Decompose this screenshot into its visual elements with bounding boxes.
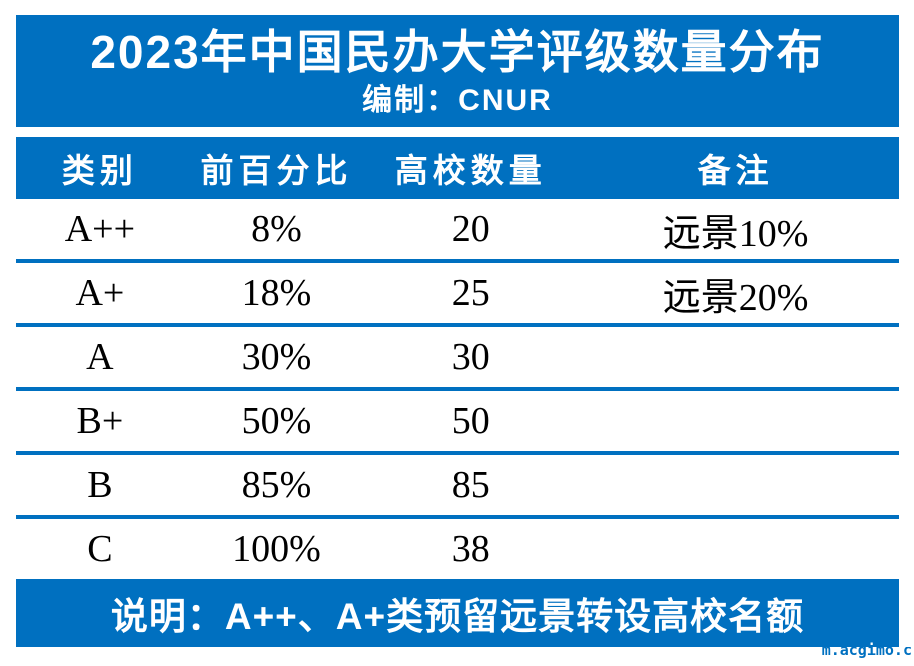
cell-category: B <box>16 453 184 519</box>
title-band: 2023年中国民办大学评级数量分布 编制：CNUR <box>16 15 899 127</box>
page-subtitle: 编制：CNUR <box>362 84 553 117</box>
cell-percentile: 8% <box>183 199 370 263</box>
cell-category: A <box>16 325 184 391</box>
table-header-row: 类别 前百分比 高校数量 备注 <box>16 137 899 199</box>
cell-percentile: 30% <box>183 325 370 391</box>
watermark-text-below-band: m.acgimo.c <box>821 641 912 659</box>
table-row: C 100% 38 <box>16 517 899 579</box>
table-row: A 30% 30 <box>16 325 899 391</box>
cell-percentile: 50% <box>183 389 370 455</box>
cell-remarks: 远景10% <box>572 199 899 263</box>
cell-remarks <box>572 325 899 391</box>
cell-count: 30 <box>369 325 573 391</box>
watermark-text-over-band: m.acgimo.c <box>821 641 912 659</box>
cell-count: 20 <box>369 199 573 263</box>
table-row: B+ 50% 50 <box>16 389 899 455</box>
column-header-percentile: 前百分比 <box>183 137 370 199</box>
table-row: B 85% 85 <box>16 453 899 519</box>
footer-note-band: 说明：A++、A+类预留远景转设高校名额 <box>16 579 899 647</box>
cell-count: 25 <box>369 261 573 327</box>
table-row: A+ 18% 25 远景20% <box>16 261 899 327</box>
rating-table: 类别 前百分比 高校数量 备注 A++ 8% 20 远景10% A+ 18% 2… <box>16 137 899 579</box>
watermark: m.acgimo.c m.acgimo.c <box>782 640 912 664</box>
cell-remarks <box>572 453 899 519</box>
column-header-count: 高校数量 <box>369 137 573 199</box>
column-header-remarks: 备注 <box>572 137 899 199</box>
cell-percentile: 85% <box>183 453 370 519</box>
cell-percentile: 18% <box>183 261 370 327</box>
cell-count: 38 <box>369 517 573 579</box>
cell-category: B+ <box>16 389 184 455</box>
table-row: A++ 8% 20 远景10% <box>16 199 899 263</box>
column-header-category: 类别 <box>16 137 184 199</box>
cell-remarks <box>572 517 899 579</box>
cell-category: A++ <box>16 199 184 263</box>
cell-count: 85 <box>369 453 573 519</box>
cell-category: A+ <box>16 261 184 327</box>
cell-remarks <box>572 389 899 455</box>
page-title: 2023年中国民办大学评级数量分布 <box>90 26 825 78</box>
cell-count: 50 <box>369 389 573 455</box>
cell-category: C <box>16 517 184 579</box>
cell-remarks: 远景20% <box>572 261 899 327</box>
footer-note: 说明：A++、A+类预留远景转设高校名额 <box>110 596 805 637</box>
cell-percentile: 100% <box>183 517 370 579</box>
